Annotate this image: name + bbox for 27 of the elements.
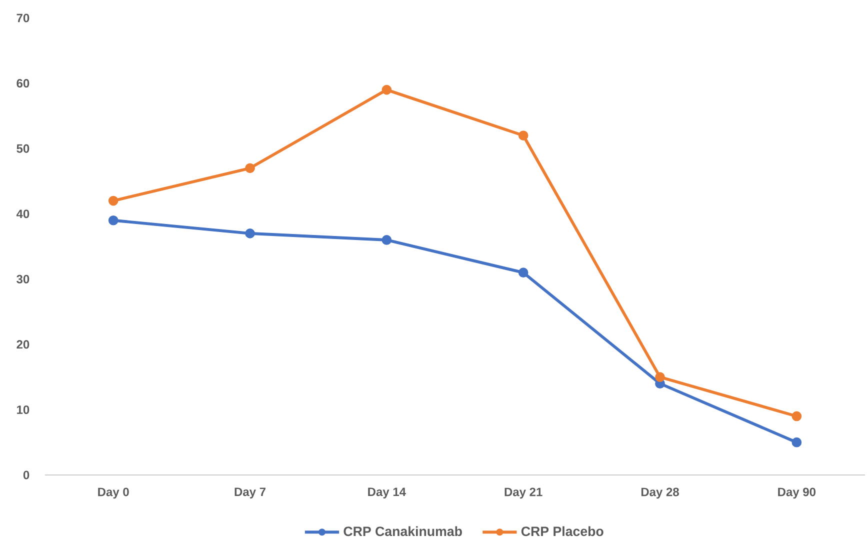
point (792, 411, 802, 422)
point (245, 228, 255, 238)
point (518, 268, 528, 278)
x-tick-label: Day 0 (98, 488, 129, 499)
legend-label: CRP Placebo (521, 526, 604, 536)
legend-label: CRP Canakinumab (344, 526, 462, 536)
y-tick-label: 60 (16, 79, 30, 88)
y-tick-label: 20 (16, 340, 30, 349)
point (382, 235, 392, 245)
point (245, 163, 255, 174)
x-tick-label: Day 28 (641, 488, 679, 499)
point (108, 196, 118, 206)
y-tick-label: 40 (16, 210, 30, 218)
x-tick-label: Day 14 (368, 488, 406, 498)
point (108, 215, 118, 226)
point (382, 84, 392, 95)
point (792, 437, 802, 448)
x-tick-label: Day 7 (234, 488, 266, 498)
y-tick-label: 50 (16, 144, 30, 153)
y-tick-label: 30 (16, 274, 30, 284)
x-tick-label: Day 21 (504, 488, 542, 499)
y-tick-label: 10 (17, 405, 30, 414)
y-tick-label: 70 (16, 14, 30, 22)
y-tick-label: 0 (23, 470, 30, 480)
x-tick-label: Day 90 (778, 488, 816, 499)
point (655, 372, 665, 382)
point (518, 130, 528, 140)
